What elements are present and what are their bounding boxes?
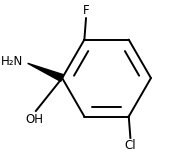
Text: Cl: Cl	[125, 139, 136, 152]
Text: F: F	[83, 4, 89, 18]
Text: H₂N: H₂N	[1, 55, 24, 68]
Polygon shape	[28, 63, 64, 81]
Text: OH: OH	[25, 113, 43, 126]
